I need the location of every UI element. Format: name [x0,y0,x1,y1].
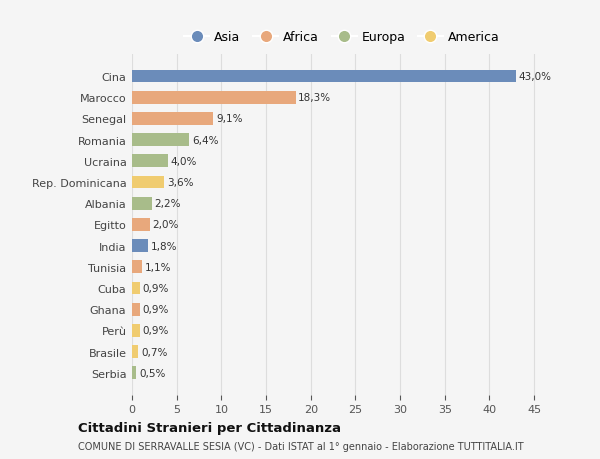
Bar [132,92,296,104]
Bar [132,176,164,189]
Text: 0,9%: 0,9% [143,283,169,293]
Text: 0,5%: 0,5% [139,368,166,378]
Bar [132,218,150,231]
Text: 0,9%: 0,9% [143,326,169,336]
Bar [132,240,148,252]
Bar [132,155,168,168]
Text: Cittadini Stranieri per Cittadinanza: Cittadini Stranieri per Cittadinanza [78,421,341,434]
Bar [132,282,140,295]
Text: 0,7%: 0,7% [141,347,167,357]
Text: 1,8%: 1,8% [151,241,177,251]
Text: 9,1%: 9,1% [216,114,242,124]
Bar [132,113,214,125]
Text: 1,1%: 1,1% [145,262,171,272]
Text: 2,2%: 2,2% [154,199,181,209]
Bar [132,325,140,337]
Bar [132,346,138,358]
Text: 0,9%: 0,9% [143,304,169,314]
Text: COMUNE DI SERRAVALLE SESIA (VC) - Dati ISTAT al 1° gennaio - Elaborazione TUTTIT: COMUNE DI SERRAVALLE SESIA (VC) - Dati I… [78,441,524,451]
Legend: Asia, Africa, Europa, America: Asia, Africa, Europa, America [181,28,503,48]
Text: 6,4%: 6,4% [192,135,218,146]
Text: 2,0%: 2,0% [152,220,179,230]
Text: 4,0%: 4,0% [170,157,197,167]
Bar [132,134,189,147]
Text: 18,3%: 18,3% [298,93,331,103]
Bar [132,197,152,210]
Bar [132,303,140,316]
Bar [132,71,516,83]
Text: 3,6%: 3,6% [167,178,193,188]
Bar [132,367,136,379]
Bar [132,261,142,274]
Text: 43,0%: 43,0% [519,72,552,82]
